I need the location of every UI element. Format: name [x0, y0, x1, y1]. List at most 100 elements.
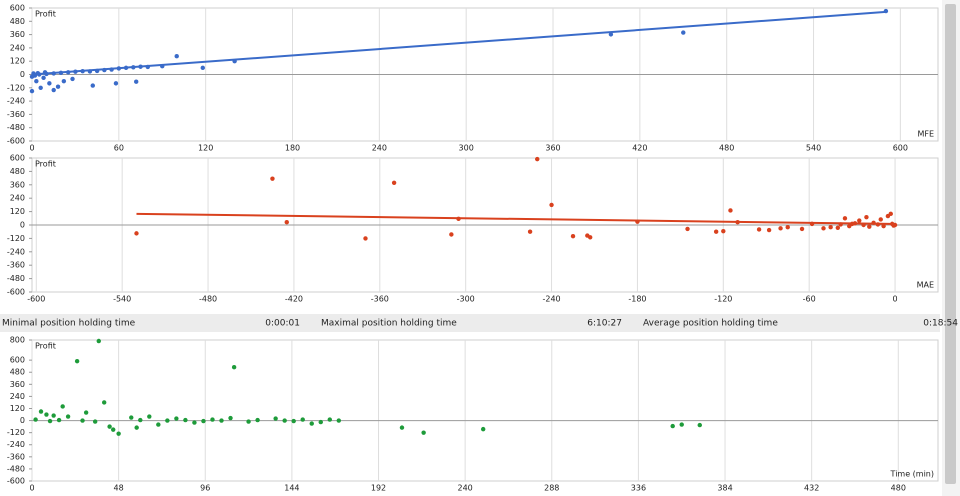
x-tick-label: 480: [891, 484, 906, 493]
data-point: [138, 417, 143, 423]
y-tick-label: 360: [10, 380, 25, 389]
data-point: [96, 338, 101, 344]
x-tick-label: -480: [199, 295, 217, 304]
data-point: [766, 227, 772, 233]
data-point: [165, 418, 170, 423]
x-tick-label: 60: [114, 144, 124, 153]
y-tick-label: 360: [10, 30, 25, 39]
data-point: [635, 219, 640, 224]
y-tick-label: -360: [7, 261, 25, 270]
scroll-thumb[interactable]: [945, 4, 956, 484]
x-tick-label: 120: [198, 144, 213, 153]
data-point: [318, 419, 323, 425]
data-point: [107, 424, 112, 429]
y-tick-label: 0: [20, 70, 25, 79]
data-point: [713, 229, 719, 234]
stat-label: Maximal position holding time: [321, 319, 457, 329]
x-tick-label: 240: [372, 144, 387, 153]
data-point: [134, 231, 139, 236]
y-tick-label: -240: [7, 97, 25, 106]
y-tick-label: 120: [10, 404, 25, 413]
stat-value: 0:18:54: [923, 319, 958, 329]
y-tick-label: -360: [7, 452, 25, 461]
y-tick-label: 240: [10, 194, 25, 203]
data-point: [31, 71, 36, 76]
data-point: [201, 418, 206, 424]
y-tick-label: 120: [10, 207, 25, 216]
data-point: [888, 211, 893, 217]
x-axis-label: MAE: [917, 281, 934, 290]
data-point: [156, 422, 161, 427]
x-tick-label: -420: [285, 295, 303, 304]
data-point: [131, 65, 136, 70]
data-point: [828, 225, 833, 230]
data-point: [183, 417, 188, 423]
x-tick-label: 600: [893, 144, 908, 153]
data-point: [38, 409, 44, 414]
data-point: [273, 416, 278, 421]
data-point: [679, 422, 684, 427]
y-tick-label: 800: [10, 336, 25, 345]
data-point: [852, 221, 858, 226]
y-tick-label: -120: [7, 83, 25, 92]
data-point: [232, 59, 237, 64]
data-point: [38, 85, 43, 91]
data-point: [116, 431, 121, 436]
x-tick-label: 240: [458, 484, 473, 493]
data-point: [838, 222, 843, 227]
data-point: [685, 226, 690, 232]
y-tick-label: 600: [10, 356, 25, 365]
data-point: [421, 430, 426, 435]
x-axis-label: MFE: [917, 130, 934, 139]
data-point: [881, 223, 886, 229]
data-point: [309, 421, 314, 426]
data-point: [29, 74, 35, 79]
data-point: [891, 223, 896, 228]
data-point: [300, 417, 305, 422]
data-point: [113, 81, 119, 86]
x-tick-label: -180: [628, 295, 646, 304]
x-tick-label: -240: [542, 295, 560, 304]
data-point: [111, 427, 116, 432]
x-tick-label: 384: [717, 484, 732, 493]
data-point: [116, 66, 122, 71]
x-tick-label: 300: [459, 144, 474, 153]
data-point: [363, 236, 368, 241]
data-point: [90, 83, 95, 88]
y-tick-label: 360: [10, 180, 25, 189]
data-point: [65, 414, 71, 419]
data-point: [270, 176, 275, 181]
x-tick-label: -540: [113, 295, 131, 304]
data-point: [129, 415, 134, 420]
data-point: [41, 75, 46, 81]
data-point: [138, 64, 143, 69]
y-tick-label: 240: [10, 392, 25, 401]
data-point: [728, 208, 733, 213]
x-tick-label: 432: [804, 484, 819, 493]
x-tick-label: 96: [200, 484, 210, 493]
data-point: [608, 32, 614, 37]
data-point: [51, 413, 56, 418]
data-point: [527, 229, 533, 234]
data-point: [80, 418, 85, 423]
data-point: [101, 400, 107, 405]
data-point: [102, 67, 107, 73]
data-point: [255, 417, 260, 423]
x-tick-label: -120: [714, 295, 732, 304]
y-tick-label: -480: [7, 123, 25, 132]
data-point: [809, 221, 815, 227]
y-tick-label: -480: [7, 274, 25, 283]
data-point: [697, 422, 702, 428]
x-tick-label: -360: [371, 295, 389, 304]
data-point: [83, 410, 89, 415]
data-point: [456, 216, 461, 222]
data-point: [231, 364, 237, 370]
data-point: [867, 224, 872, 229]
x-tick-label: 480: [719, 144, 734, 153]
data-point: [34, 78, 39, 84]
y-axis-label: Profit: [35, 160, 56, 169]
x-tick-label: -60: [803, 295, 816, 304]
data-point: [864, 214, 869, 220]
data-point: [857, 218, 862, 223]
data-point: [735, 220, 740, 225]
